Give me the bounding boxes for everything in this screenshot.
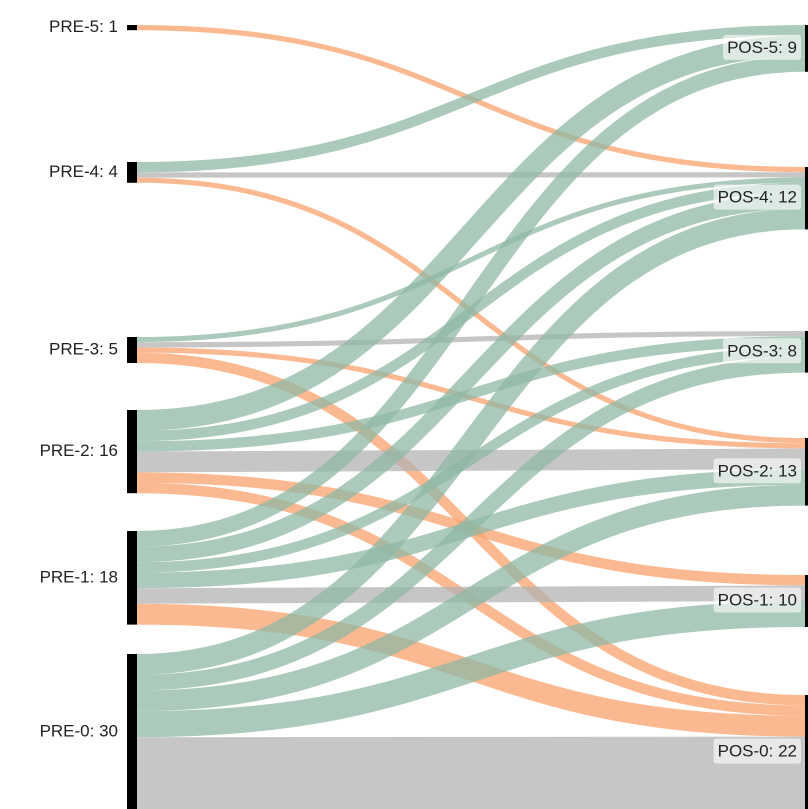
target-label: POS-3: 8 (727, 341, 797, 360)
target-label: POS-4: 12 (718, 188, 797, 207)
link (136, 177, 806, 343)
source-node (127, 531, 137, 625)
link (136, 346, 806, 573)
link (136, 484, 806, 712)
source-node (127, 410, 137, 494)
source-label: PRE-4: 4 (49, 162, 118, 181)
label-background (713, 458, 801, 484)
label-background (723, 34, 801, 60)
link (136, 25, 806, 173)
source-label: PRE-1: 18 (40, 567, 118, 586)
source-label: PRE-3: 5 (49, 339, 118, 358)
target-node (805, 25, 808, 72)
source-node (127, 654, 137, 809)
target-label: POS-5: 9 (727, 38, 797, 57)
link (136, 193, 806, 563)
label-background (723, 338, 801, 364)
source-label: PRE-0: 30 (40, 721, 118, 740)
link (136, 56, 806, 547)
target-node (805, 438, 808, 506)
link (136, 736, 806, 809)
source-label: PRE-5: 1 (49, 17, 118, 36)
source-label: PRE-2: 16 (40, 441, 118, 460)
label-background (713, 184, 801, 210)
link (136, 35, 806, 431)
link (136, 208, 806, 675)
source-node (127, 25, 137, 31)
link (136, 331, 806, 348)
source-node (127, 162, 137, 183)
target-label: POS-1: 10 (718, 590, 797, 609)
link (136, 336, 806, 452)
label-background (713, 587, 801, 613)
label-background (713, 738, 801, 764)
links (136, 25, 806, 809)
target-node (805, 167, 808, 230)
target-label: POS-2: 13 (718, 461, 797, 480)
link (136, 357, 806, 691)
target-node (805, 331, 808, 373)
target-node (805, 575, 808, 627)
target-label: POS-0: 22 (718, 742, 797, 761)
target-node (805, 695, 808, 809)
link (136, 601, 806, 738)
source-node (127, 337, 137, 363)
